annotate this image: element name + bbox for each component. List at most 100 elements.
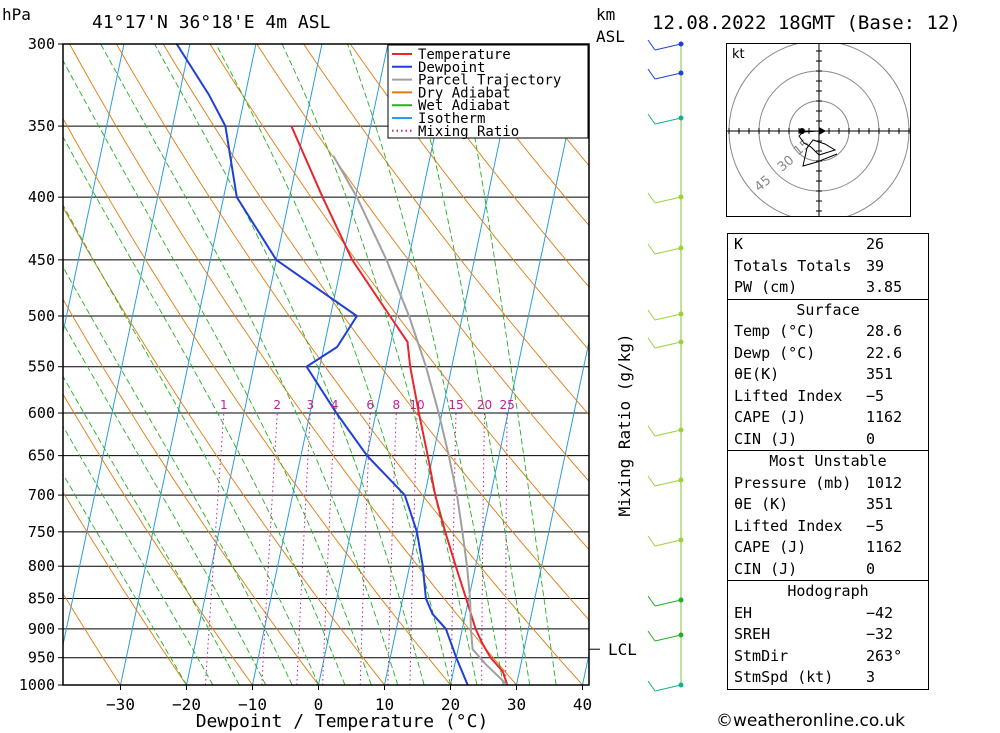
- main-index-row: PW (cm) 3.85: [728, 277, 928, 299]
- isotherm: [582, 651, 589, 685]
- wet-adiabat: [100, 44, 399, 685]
- surface-index-value: −5: [866, 386, 885, 405]
- most-unstable-index-row: Pressure (mb) 1012: [728, 473, 928, 495]
- asl-label: ASL: [596, 27, 625, 46]
- wind-barb-flag: [647, 595, 656, 607]
- wet-adiabat: [63, 135, 346, 685]
- wind-barb: [654, 313, 682, 321]
- wet-adiabat: [63, 375, 240, 685]
- dry-adiabat: [63, 592, 121, 685]
- temperature-tick-label: 30: [507, 695, 526, 714]
- surface-index-value: 28.6: [866, 322, 903, 340]
- legend-label: Parcel Trajectory: [418, 73, 561, 89]
- x-axis-title: Dewpoint / Temperature (°C): [196, 711, 489, 732]
- mixing-ratio-axis-title: Mixing Ratio (g/kg): [615, 333, 634, 516]
- legend-box: [387, 44, 589, 139]
- most-unstable-index-value: −5: [866, 516, 885, 535]
- dry-adiabat: [209, 44, 589, 551]
- mixing-ratio-line: [261, 412, 278, 685]
- wind-barb-flag: [647, 535, 656, 547]
- dewpoint-line: [175, 44, 469, 685]
- wind-barb: [654, 247, 682, 255]
- most-unstable-title: Most Unstable: [769, 452, 887, 470]
- wind-barb-flag: [647, 630, 656, 642]
- mixing-ratio-line: [296, 412, 311, 685]
- legend-label: Temperature: [418, 47, 511, 63]
- most-unstable-index-row: CIN (J) 0: [728, 559, 928, 581]
- temperature-tick-label: 20: [441, 695, 460, 714]
- wind-barb-flag: [647, 309, 656, 321]
- mixing-ratio-line: [204, 412, 225, 685]
- wind-barb-flag: [647, 425, 656, 437]
- dry-adiabat: [69, 44, 517, 685]
- most-unstable-index-label: CIN (J): [734, 559, 798, 578]
- pressure-tick-label: 900: [28, 620, 55, 638]
- dry-adiabat: [63, 206, 385, 685]
- surface-index-row: Dewp (°C) 22.6: [728, 343, 928, 365]
- mixing-ratio-line: [359, 412, 371, 685]
- pressure-tick-label: 1000: [19, 676, 55, 694]
- main-index-value: 39: [866, 256, 885, 275]
- dry-adiabat: [443, 44, 589, 227]
- wind-barb: [654, 539, 682, 547]
- dry-adiabat: [116, 44, 583, 685]
- temperature-line: [290, 125, 509, 685]
- surface-index-row: CAPE (J) 1162: [728, 407, 928, 429]
- most-unstable-index-label: CAPE (J): [734, 538, 807, 556]
- wind-barb-flag: [647, 192, 656, 204]
- dry-adiabat: [256, 44, 589, 482]
- wind-barb: [654, 429, 682, 437]
- isotherm: [450, 44, 587, 685]
- mixing-ratio-tick-label: 6: [366, 398, 374, 412]
- wind-barb-flag: [647, 337, 656, 349]
- wet-adiabat: [215, 44, 451, 685]
- surface-index-value: 0: [866, 429, 876, 448]
- dry-adiabat: [63, 393, 253, 685]
- plot-frame: [62, 43, 590, 686]
- dry-adiabat: [63, 491, 187, 685]
- hodograph-index-value: −42: [866, 603, 894, 622]
- wind-column: [647, 39, 684, 692]
- isotherm: [318, 44, 455, 685]
- temperature-tick-label: −30: [106, 695, 135, 714]
- wind-barb: [654, 196, 682, 204]
- main-index-value: 3.85: [866, 278, 903, 296]
- surface-index-value: 22.6: [866, 343, 903, 362]
- isotherm: [63, 44, 125, 335]
- pressure-tick-label: 400: [28, 188, 55, 206]
- hodograph-index-label: EH: [734, 603, 753, 622]
- dry-adiabat: [396, 44, 589, 288]
- mixing-ratio-tick-label: 4: [331, 398, 339, 412]
- km-label: km: [596, 5, 616, 24]
- hodograph-index-row: StmDir 263°: [728, 646, 928, 668]
- pressure-tick-label: 550: [28, 358, 55, 376]
- mixing-ratio-line: [409, 412, 418, 685]
- wet-adiabat: [63, 265, 293, 685]
- most-unstable-section: Most Unstable Pressure (mb) 1012 θE (K) 351…: [728, 450, 928, 580]
- location-title: 41°17'N 36°18'E 4m ASL: [92, 12, 331, 33]
- surface-index-value: 351: [866, 365, 894, 383]
- pressure-tick-label: 800: [28, 557, 55, 575]
- hodograph-ring-label: 30: [775, 153, 797, 175]
- mixing-ratio-tick-label: 10: [409, 398, 424, 412]
- dry-adiabat: [303, 44, 589, 416]
- wind-barb: [654, 634, 682, 642]
- pressure-tick-label: 300: [28, 35, 55, 53]
- wind-barb-flag: [647, 113, 656, 125]
- sounding-profiles: [175, 44, 509, 685]
- wind-barb: [654, 599, 682, 607]
- hodograph-start-marker: [799, 128, 805, 134]
- pressure-tick-label: 700: [28, 486, 55, 504]
- most-unstable-index-value: 0: [866, 559, 876, 578]
- wet-adiabat: [63, 322, 267, 685]
- mixing-ratio-line: [505, 412, 508, 685]
- surface-index-label: θE(K): [734, 365, 780, 383]
- most-unstable-index-label: Pressure (mb): [734, 473, 852, 492]
- most-unstable-index-row: CAPE (J) 1162: [728, 537, 928, 559]
- wind-barb-flag: [647, 475, 656, 487]
- isotherm: [63, 44, 191, 648]
- main-indices: K 26 Totals Totals 39 PW (cm) 3.85: [728, 234, 928, 299]
- isotherm: [120, 44, 257, 685]
